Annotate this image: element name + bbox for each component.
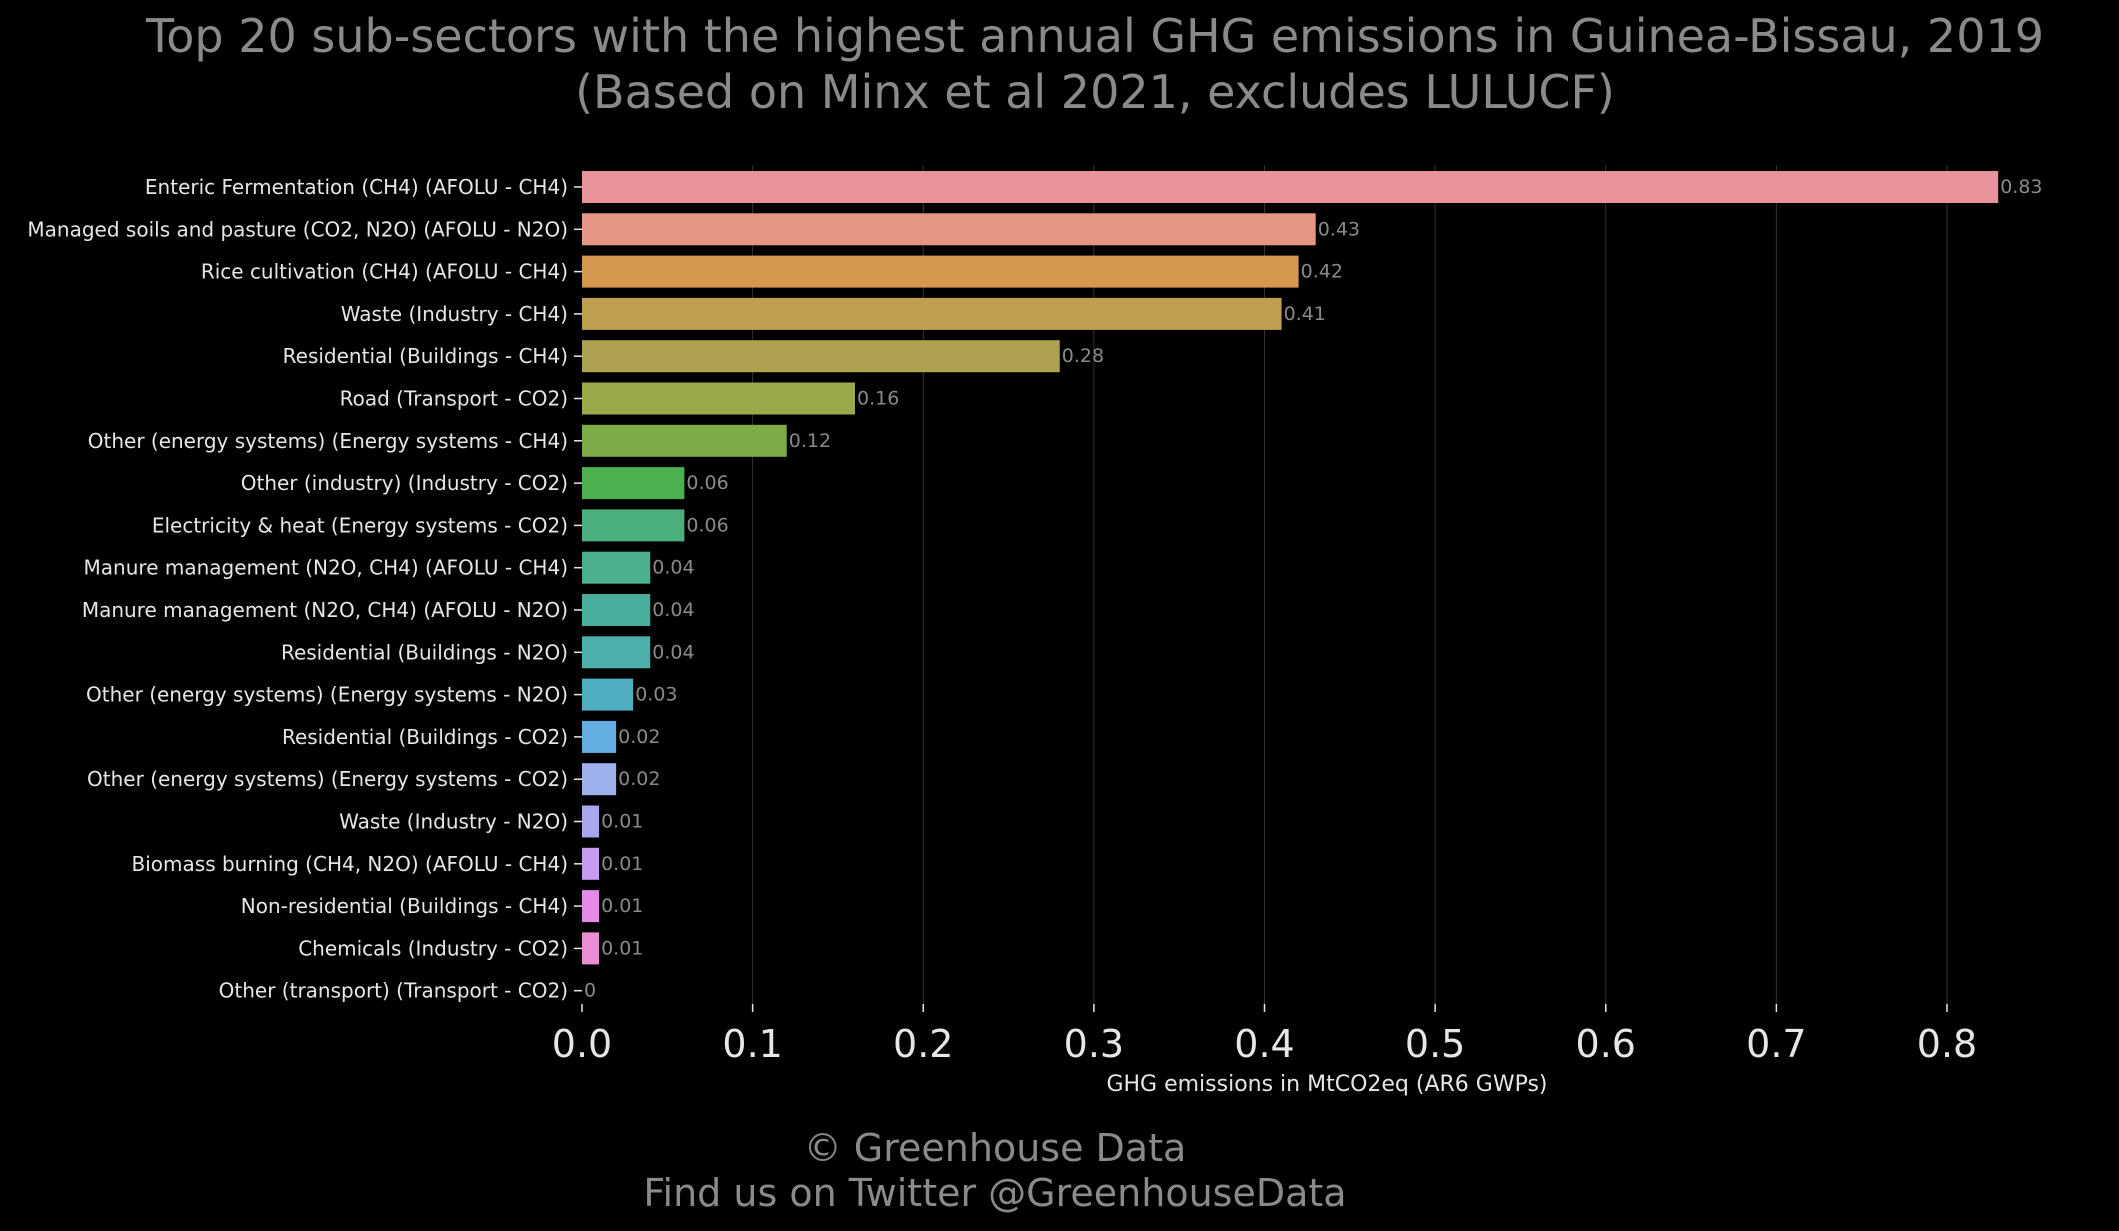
data-label: 0 — [584, 980, 596, 1002]
bar — [582, 805, 600, 838]
bar — [582, 424, 787, 457]
footer-copyright: © Greenhouse Data — [804, 1126, 1187, 1170]
data-label: 0.02 — [618, 768, 660, 790]
chart-title: Top 20 sub-sectors with the highest annu… — [145, 9, 2044, 63]
data-label: 0.12 — [789, 430, 831, 452]
bar — [582, 847, 600, 880]
data-label: 0.42 — [1301, 261, 1343, 283]
data-label: 0.01 — [601, 937, 643, 959]
footer-twitter: Find us on Twitter @GreenhouseData — [643, 1171, 1346, 1215]
category-label: Manure management (N2O, CH4) (AFOLU - N2… — [82, 598, 568, 622]
bar — [582, 382, 855, 415]
category-label: Residential (Buildings - N2O) — [281, 640, 568, 664]
x-tick-label: 0.8 — [1917, 1022, 1977, 1066]
bar — [582, 720, 617, 753]
category-label: Non-residential (Buildings - CH4) — [241, 894, 568, 918]
bar — [582, 255, 1299, 288]
x-tick-label: 0.3 — [1064, 1022, 1124, 1066]
bar — [582, 932, 600, 965]
category-label: Other (energy systems) (Energy systems -… — [88, 429, 568, 453]
bars — [582, 171, 1999, 965]
data-label: 0.41 — [1284, 303, 1326, 325]
bar — [582, 171, 1999, 203]
category-label: Other (energy systems) (Energy systems -… — [87, 767, 568, 791]
bar — [582, 594, 651, 626]
bar — [582, 678, 634, 711]
category-label: Road (Transport - CO2) — [340, 387, 568, 411]
x-tick-label: 0.7 — [1746, 1022, 1806, 1066]
data-label: 0.01 — [601, 811, 643, 833]
data-label: 0.06 — [686, 472, 728, 494]
bar — [582, 551, 651, 584]
category-label: Other (transport) (Transport - CO2) — [219, 979, 568, 1003]
category-label: Manure management (N2O, CH4) (AFOLU - CH… — [84, 556, 568, 580]
data-label: 0.04 — [652, 557, 694, 579]
x-tick-label: 0.1 — [722, 1022, 782, 1066]
x-tick-label: 0.4 — [1234, 1022, 1294, 1066]
category-label: Other (industry) (Industry - CO2) — [241, 471, 568, 495]
bar — [582, 509, 685, 542]
x-tick-label: 0.5 — [1405, 1022, 1465, 1066]
bar — [582, 297, 1282, 330]
category-label: Waste (Industry - N2O) — [339, 810, 568, 834]
x-axis-title: GHG emissions in MtCO2eq (AR6 GWPs) — [1106, 1072, 1547, 1097]
data-label: 0.28 — [1062, 345, 1104, 367]
x-tick-label: 0.0 — [552, 1022, 612, 1066]
bar — [582, 213, 1316, 246]
data-label: 0.06 — [686, 514, 728, 536]
chart-subtitle: (Based on Minx et al 2021, excludes LULU… — [575, 65, 1615, 119]
data-label: 0.03 — [635, 684, 677, 706]
bar — [582, 890, 600, 923]
bar — [582, 763, 617, 796]
category-label: Biomass burning (CH4, N2O) (AFOLU - CH4) — [132, 852, 568, 876]
bar — [582, 467, 685, 500]
data-label: 0.01 — [601, 895, 643, 917]
value-labels: 0.83 0.43 0.42 0.41 0.28 0.16 0.12 0.06 0.06 0.04… — [584, 176, 2043, 1002]
x-tick-label: 0.6 — [1576, 1022, 1636, 1066]
bar — [582, 636, 651, 669]
category-label: Other (energy systems) (Energy systems -… — [86, 683, 568, 707]
data-label: 0.02 — [618, 726, 660, 748]
category-label: Rice cultivation (CH4) (AFOLU - CH4) — [201, 260, 568, 284]
category-labels: Enteric Fermentation (CH4) (AFOLU - CH4)… — [27, 175, 582, 1003]
category-label: Waste (Industry - CH4) — [341, 302, 568, 326]
category-label: Electricity & heat (Energy systems - CO2… — [152, 513, 568, 537]
category-label: Residential (Buildings - CH4) — [283, 344, 568, 368]
category-label: Managed soils and pasture (CO2, N2O) (AF… — [27, 217, 568, 241]
data-label: 0.16 — [857, 388, 899, 410]
category-label: Enteric Fermentation (CH4) (AFOLU - CH4) — [145, 175, 568, 199]
x-tick-label: 0.2 — [893, 1022, 953, 1066]
data-label: 0.43 — [1318, 218, 1360, 240]
data-label: 0.83 — [2000, 176, 2042, 198]
data-label: 0.04 — [652, 641, 694, 663]
category-label: Residential (Buildings - CO2) — [282, 725, 568, 749]
data-label: 0.01 — [601, 853, 643, 875]
category-label: Chemicals (Industry - CO2) — [298, 936, 568, 960]
x-axis-ticks: 0.0 0.1 0.2 0.3 0.4 0.5 0.6 0.7 0.8 — [552, 1004, 1977, 1066]
bar — [582, 340, 1060, 373]
data-label: 0.04 — [652, 599, 694, 621]
